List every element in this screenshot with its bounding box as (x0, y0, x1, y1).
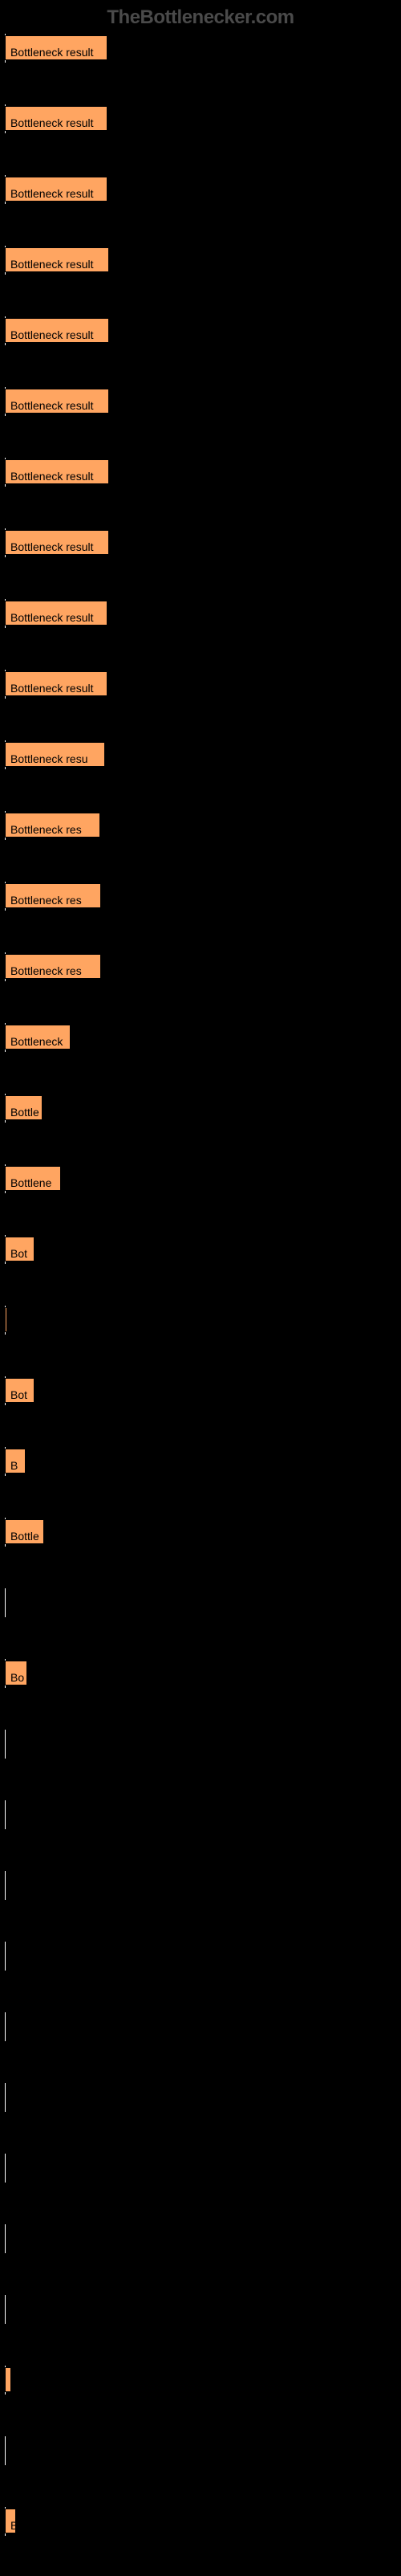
bar-label: Bo (10, 1671, 26, 1684)
bar-label: Bottleneck result (10, 46, 107, 59)
bar-baseline (5, 2083, 6, 2112)
bar-label: Bottleneck result (10, 187, 107, 200)
bar: Bottleneck result (5, 530, 109, 555)
bar-label: Bottleneck (10, 1035, 70, 1048)
watermark-text: TheBottlenecker.com (0, 6, 401, 29)
bar: Bottle (5, 1095, 43, 1120)
bar-row: Bottleneck res (5, 880, 396, 912)
bar-label: Bottleneck result (10, 116, 107, 129)
bar-label: Bottleneck res (10, 823, 99, 836)
bar-row (5, 1304, 396, 1336)
bar: Bottleneck result (5, 247, 109, 272)
bar-row: Bot (5, 1375, 396, 1407)
bar-row (5, 1799, 396, 1831)
bar: Bottleneck (5, 1025, 71, 1050)
bar-row: Bot (5, 1233, 396, 1266)
bar-label: Bottleneck res (10, 964, 100, 977)
bar-row (5, 1728, 396, 1760)
bar-label: Bottleneck result (10, 540, 108, 553)
bar-label: Bottlene (10, 1176, 60, 1189)
bar: Bottleneck result (5, 459, 109, 484)
bar-row: Bottleneck result (5, 244, 396, 276)
bar-row: Bottleneck (5, 1021, 396, 1054)
bar-baseline (5, 1800, 6, 1829)
bar-label: Bottleneck result (10, 611, 107, 624)
bar-row: Bottle (5, 1092, 396, 1124)
bar-row (5, 1869, 396, 1901)
bar-row: Bottleneck result (5, 668, 396, 700)
bar-row: Bottleneck resu (5, 739, 396, 771)
bar-row: Bottleneck result (5, 385, 396, 418)
bar-row: Bottleneck result (5, 456, 396, 488)
bar: Bottleneck result (5, 601, 107, 626)
bar-row (5, 2152, 396, 2184)
bar: Bottleneck result (5, 177, 107, 202)
bar-label: Bottle (10, 1530, 43, 1543)
bar: Bot (5, 1237, 34, 1262)
bar-label: B (10, 1459, 25, 1472)
bar-row: Bottleneck result (5, 32, 396, 64)
bar-row (5, 1940, 396, 1972)
bar-label: Bottle (10, 1106, 42, 1119)
bar-label: B (10, 2519, 15, 2532)
bar-label: Bottleneck res (10, 894, 100, 907)
bar-label: Bottleneck result (10, 258, 108, 271)
bar: Bot (5, 1378, 34, 1403)
bar (5, 1307, 7, 1332)
bar-row: B (5, 1445, 396, 1478)
bar: Bottleneck resu (5, 742, 105, 767)
bar-baseline (5, 2224, 6, 2253)
bar-baseline (5, 1730, 6, 1759)
bar: Bottleneck result (5, 389, 109, 414)
bar-baseline (5, 2436, 6, 2465)
bar-row (5, 2011, 396, 2043)
bar-row (5, 2081, 396, 2113)
bar-chart-container: Bottleneck result Bottleneck result Bottle… (5, 32, 396, 2576)
bar-baseline (5, 2154, 6, 2183)
bar (5, 2367, 11, 2392)
bar-row: Bottleneck result (5, 173, 396, 206)
bar-row (5, 2364, 396, 2396)
bar-row (5, 2293, 396, 2325)
bar-row: Bottleneck result (5, 315, 396, 347)
bar-row (5, 1587, 396, 1619)
bar-row: Bottleneck res (5, 809, 396, 842)
bar-row (5, 2435, 396, 2467)
bar-row: Bo (5, 1657, 396, 1689)
bar: Bottleneck result (5, 35, 107, 60)
bar-label: Bottleneck resu (10, 752, 104, 765)
bar: B (5, 2509, 16, 2533)
bar: Bottleneck res (5, 813, 100, 838)
bar: Bo (5, 1661, 27, 1685)
bar-label: Bottleneck result (10, 470, 108, 483)
bar: Bottleneck result (5, 318, 109, 343)
bar: Bottleneck res (5, 883, 101, 908)
bar-baseline (5, 2295, 6, 2324)
bar-row: Bottleneck result (5, 103, 396, 135)
bar: Bottleneck result (5, 671, 107, 696)
bar: B (5, 1449, 26, 1473)
bar-label: Bottleneck result (10, 399, 108, 412)
bar: Bottleneck result (5, 106, 107, 131)
bar-row (5, 2223, 396, 2255)
bar-label: Bot (10, 1247, 34, 1260)
bar-baseline (5, 2012, 6, 2041)
bar-baseline (5, 1588, 6, 1617)
bar-baseline (5, 1942, 6, 1971)
bar: Bottleneck res (5, 954, 101, 979)
bar-row: Bottlene (5, 1163, 396, 1195)
bar-row: Bottle (5, 1516, 396, 1548)
bar: Bottle (5, 1519, 44, 1544)
bar-row: B (5, 2505, 396, 2537)
bar-baseline (5, 1871, 6, 1900)
bar-row: Bottleneck result (5, 527, 396, 559)
bar-row: Bottleneck result (5, 597, 396, 630)
bar-label: Bottleneck result (10, 682, 107, 695)
bar: Bottlene (5, 1166, 61, 1191)
bar-label: Bot (10, 1388, 34, 1401)
bar-label: Bottleneck result (10, 328, 108, 341)
bar-row: Bottleneck res (5, 951, 396, 983)
